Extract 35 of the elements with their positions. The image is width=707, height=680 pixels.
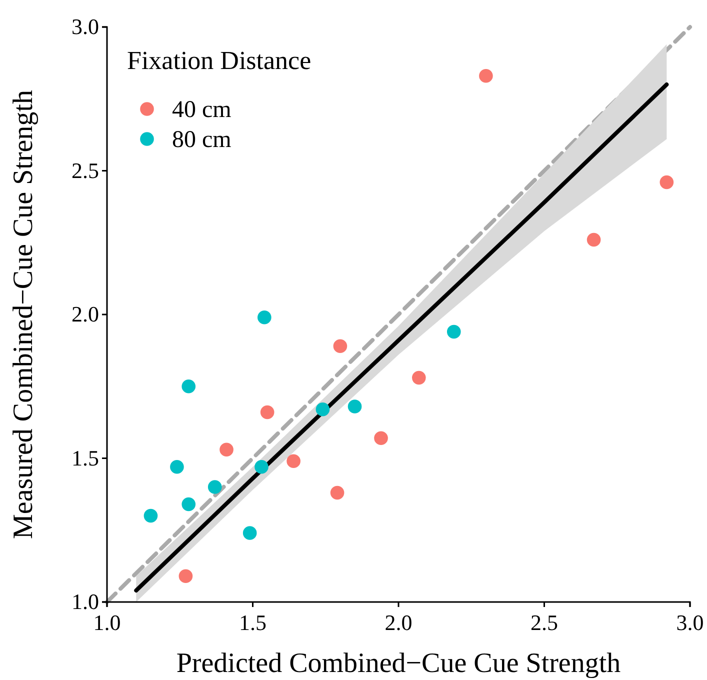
x-tick-label: 2.5 xyxy=(530,610,558,635)
point xyxy=(144,508,158,523)
point xyxy=(220,442,234,457)
point xyxy=(586,232,601,247)
point xyxy=(479,68,493,83)
x-axis-title: Predicted Combined−Cue Cue Strength xyxy=(176,648,621,679)
point xyxy=(254,460,268,474)
x-tick-label: 2.0 xyxy=(384,610,412,635)
point xyxy=(330,486,344,500)
y-axis-title: Measured Combined−Cue Cue Strength xyxy=(8,90,39,539)
y-tick-label: 2.5 xyxy=(72,158,99,183)
point xyxy=(286,454,300,468)
point xyxy=(348,400,362,414)
y-tick-label: 3.0 xyxy=(72,14,99,40)
y-tick-label: 1.5 xyxy=(72,445,99,470)
point xyxy=(182,497,196,512)
point xyxy=(316,402,330,416)
point xyxy=(446,324,461,339)
point xyxy=(258,310,272,324)
point xyxy=(170,460,184,474)
legend-label: 80 cm xyxy=(172,127,232,153)
x-tick-label: 3.0 xyxy=(676,610,704,635)
point xyxy=(374,431,388,446)
point xyxy=(333,339,348,354)
legend-label: 40 cm xyxy=(172,97,232,123)
point xyxy=(178,569,193,584)
point xyxy=(412,370,426,385)
point xyxy=(260,405,274,420)
y-tick-label: 2.0 xyxy=(72,302,99,327)
point xyxy=(660,175,674,190)
point xyxy=(242,526,257,540)
legend-title: Fixation Distance xyxy=(127,46,312,75)
point xyxy=(182,379,196,394)
x-tick-label: 1.5 xyxy=(239,610,266,635)
point xyxy=(208,480,222,494)
